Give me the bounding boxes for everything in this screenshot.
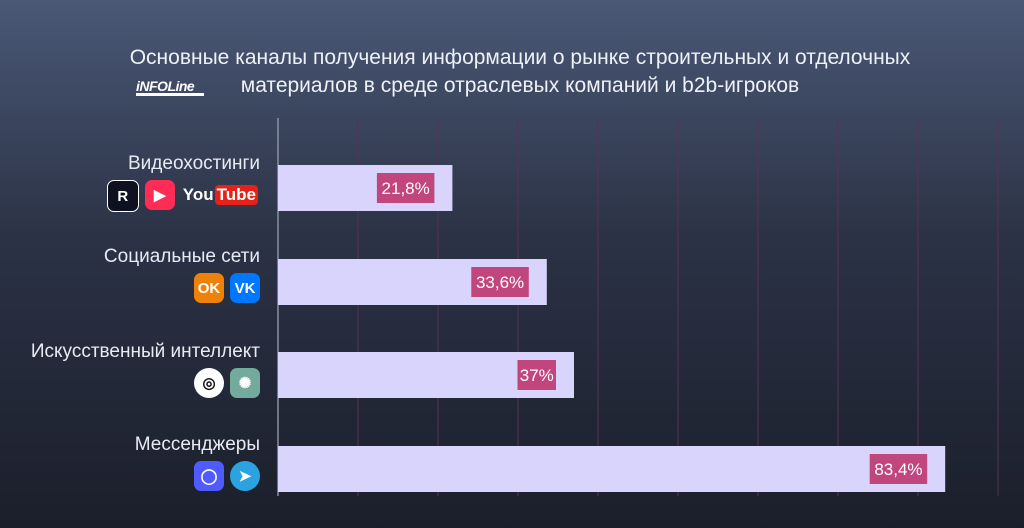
infoline-logo: iNFOLine: [136, 78, 208, 98]
category-label: Искусственный интеллект: [30, 341, 260, 362]
rutube-icon: R: [106, 180, 139, 212]
chart-title-line-2: материалов в среде отраслевых компаний и…: [240, 74, 800, 97]
category-icons: ◯ ➤: [194, 461, 260, 491]
max-messenger-icon: ◯: [194, 461, 224, 491]
category-icons: R ▶ You Tube: [106, 180, 260, 212]
category-label: Видеохостинги: [128, 153, 260, 174]
data-label: 33,6%: [476, 273, 524, 292]
category-icons: ◎ ✺: [194, 368, 260, 398]
data-label-bg: [376, 173, 435, 203]
telegram-icon: ➤: [230, 461, 260, 491]
data-label-bg: [517, 360, 556, 390]
data-label: 83,4%: [874, 460, 922, 479]
data-label-bg: [471, 267, 529, 297]
data-label-bg: [869, 454, 928, 484]
bar: [278, 446, 946, 492]
chart-title: Основные каналы получения информации о р…: [100, 44, 940, 100]
data-label: 37%: [520, 366, 554, 385]
gigachat-icon: ◎: [194, 368, 224, 398]
category-icons: OK VK: [194, 273, 260, 303]
logo-text: iNFOLine: [136, 78, 195, 94]
category-label: Мессенджеры: [134, 434, 260, 455]
logo-underline: [136, 93, 204, 96]
chart-title-line-1: Основные каналы получения информации о р…: [129, 46, 911, 69]
vk-icon: VK: [230, 273, 260, 303]
youtube-icon: You Tube: [182, 185, 258, 205]
data-label: 21,8%: [382, 179, 430, 198]
vk-video-icon: ▶: [144, 180, 175, 210]
chatgpt-icon: ✺: [230, 368, 260, 398]
category-label: Социальные сети: [103, 246, 260, 267]
odnoklassniki-icon: OK: [194, 273, 224, 303]
